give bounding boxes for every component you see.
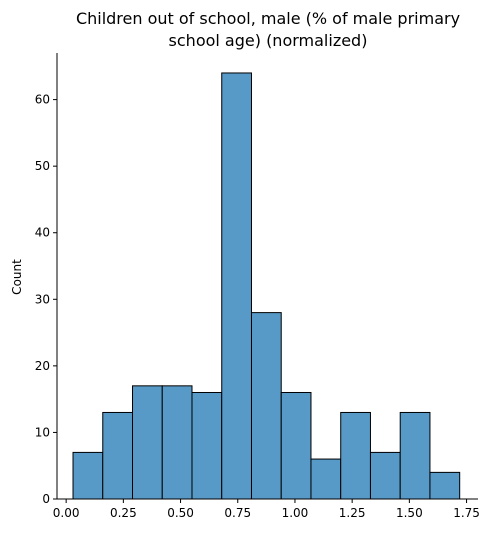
histogram-bar-12 [429, 471, 461, 500]
histogram-bar-4 [191, 391, 223, 500]
x-tick-label-2: 0.50 [167, 506, 194, 520]
histogram-bar-0 [72, 451, 104, 500]
histogram-bar-6 [250, 312, 282, 500]
histogram-bar-9 [340, 411, 371, 500]
histogram-bar-1 [102, 411, 134, 500]
histogram-bar-11 [399, 411, 431, 500]
histogram-bar-3 [161, 385, 193, 500]
x-tick-label-5: 1.25 [339, 506, 366, 520]
histogram-bar-7 [280, 391, 312, 500]
y-tick-label-6: 60 [35, 93, 50, 107]
x-tick-label-3: 0.75 [224, 506, 251, 520]
y-tick-label-2: 20 [35, 359, 50, 373]
histogram-bar-8 [310, 458, 342, 500]
histogram-bars [72, 72, 461, 500]
x-tick-label-6: 1.50 [396, 506, 423, 520]
histogram-bar-2 [132, 385, 163, 500]
x-tick-label-0: 0.00 [53, 506, 80, 520]
x-tick-label-1: 0.25 [110, 506, 137, 520]
y-tick-label-3: 30 [35, 292, 50, 306]
histogram-bar-10 [369, 451, 401, 500]
histogram-bar-5 [221, 72, 252, 500]
y-tick-label-1: 10 [35, 425, 50, 439]
y-tick-label-0: 0 [42, 492, 50, 506]
y-axis-ticks: 0 10 20 30 40 50 60 [35, 93, 57, 506]
chart-title-line-2: school age) (normalized) [169, 31, 368, 50]
x-axis-ticks: 0.00 0.25 0.50 0.75 1.00 1.25 1.50 1.75 [53, 499, 480, 520]
chart-title-line-1: Children out of school, male (% of male … [76, 9, 460, 28]
y-tick-label-5: 50 [35, 159, 50, 173]
x-tick-label-7: 1.75 [453, 506, 480, 520]
y-axis-label: Count [10, 259, 24, 295]
x-tick-label-4: 1.00 [282, 506, 309, 520]
y-tick-label-4: 40 [35, 226, 50, 240]
